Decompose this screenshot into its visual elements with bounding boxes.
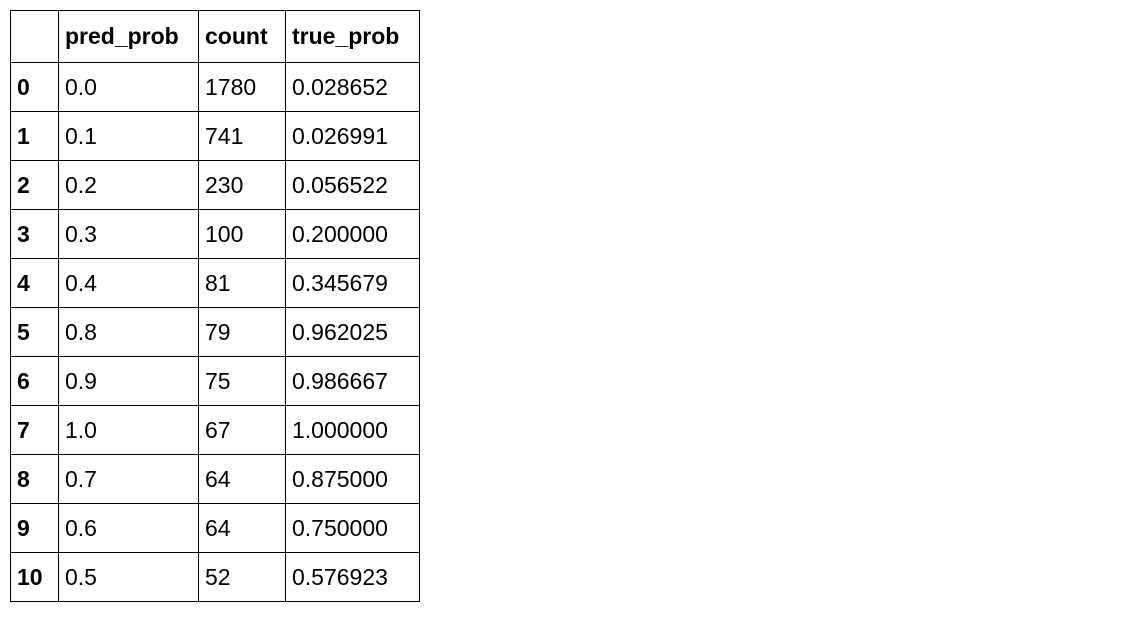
cell-true-prob: 0.200000	[285, 209, 420, 259]
table-row: 0 0.0 1780 0.028652	[10, 62, 420, 112]
cell-count: 75	[198, 356, 286, 406]
cell-pred-prob: 0.9	[58, 356, 199, 406]
table-row: 6 0.9 75 0.986667	[10, 356, 420, 406]
cell-true-prob: 0.345679	[285, 258, 420, 308]
index-column-header	[10, 10, 59, 63]
cell-pred-prob: 0.2	[58, 160, 199, 210]
row-index: 4	[10, 258, 59, 308]
table-row: 2 0.2 230 0.056522	[10, 160, 420, 210]
cell-true-prob: 0.026991	[285, 111, 420, 161]
cell-count: 64	[198, 503, 286, 553]
column-header-true-prob: true_prob	[285, 10, 420, 63]
cell-true-prob: 0.750000	[285, 503, 420, 553]
cell-count: 1780	[198, 62, 286, 112]
table-row: 10 0.5 52 0.576923	[10, 552, 420, 602]
cell-true-prob: 0.056522	[285, 160, 420, 210]
column-header-count: count	[198, 10, 286, 63]
row-index: 8	[10, 454, 59, 504]
cell-count: 230	[198, 160, 286, 210]
cell-count: 64	[198, 454, 286, 504]
cell-count: 79	[198, 307, 286, 357]
cell-pred-prob: 1.0	[58, 405, 199, 455]
cell-pred-prob: 0.6	[58, 503, 199, 553]
cell-count: 67	[198, 405, 286, 455]
table-row: 5 0.8 79 0.962025	[10, 307, 420, 357]
cell-pred-prob: 0.8	[58, 307, 199, 357]
table-row: 3 0.3 100 0.200000	[10, 209, 420, 259]
cell-count: 100	[198, 209, 286, 259]
cell-true-prob: 0.028652	[285, 62, 420, 112]
table-row: 7 1.0 67 1.000000	[10, 405, 420, 455]
table-row: 4 0.4 81 0.345679	[10, 258, 420, 308]
table-header: pred_prob count true_prob	[10, 10, 420, 63]
cell-pred-prob: 0.1	[58, 111, 199, 161]
table-row: 9 0.6 64 0.750000	[10, 503, 420, 553]
cell-true-prob: 0.962025	[285, 307, 420, 357]
dataframe-table: pred_prob count true_prob 0 0.0 1780 0.0…	[10, 10, 420, 602]
cell-count: 81	[198, 258, 286, 308]
cell-true-prob: 1.000000	[285, 405, 420, 455]
table-body: 0 0.0 1780 0.028652 1 0.1 741 0.026991 2…	[10, 62, 420, 602]
row-index: 7	[10, 405, 59, 455]
row-index: 9	[10, 503, 59, 553]
cell-count: 52	[198, 552, 286, 602]
cell-true-prob: 0.576923	[285, 552, 420, 602]
cell-pred-prob: 0.4	[58, 258, 199, 308]
table-row: 8 0.7 64 0.875000	[10, 454, 420, 504]
row-index: 2	[10, 160, 59, 210]
row-index: 3	[10, 209, 59, 259]
row-index: 0	[10, 62, 59, 112]
row-index: 5	[10, 307, 59, 357]
cell-pred-prob: 0.3	[58, 209, 199, 259]
cell-pred-prob: 0.0	[58, 62, 199, 112]
header-row: pred_prob count true_prob	[10, 10, 420, 63]
cell-count: 741	[198, 111, 286, 161]
row-index: 6	[10, 356, 59, 406]
cell-pred-prob: 0.7	[58, 454, 199, 504]
cell-true-prob: 0.986667	[285, 356, 420, 406]
column-header-pred-prob: pred_prob	[58, 10, 199, 63]
cell-true-prob: 0.875000	[285, 454, 420, 504]
row-index: 10	[10, 552, 59, 602]
row-index: 1	[10, 111, 59, 161]
table-row: 1 0.1 741 0.026991	[10, 111, 420, 161]
cell-pred-prob: 0.5	[58, 552, 199, 602]
